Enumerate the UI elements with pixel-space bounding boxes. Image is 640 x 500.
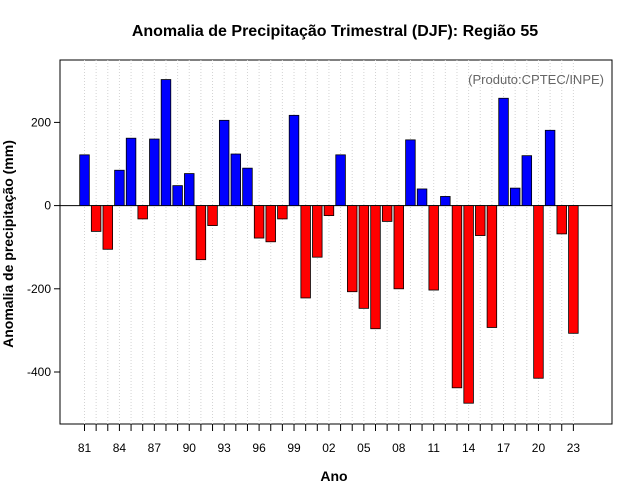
x-tick-label: 20 <box>532 441 546 455</box>
x-tick-label: 23 <box>567 441 581 455</box>
x-tick-label: 05 <box>357 441 371 455</box>
bar-1999 <box>288 114 300 206</box>
bar-1991 <box>195 205 207 261</box>
plot-area <box>59 59 613 425</box>
bar-2008 <box>393 205 404 290</box>
chart-title: Anomalia de Precipitação Trimestral (DJF… <box>132 23 538 40</box>
x-tick-label: 81 <box>78 441 92 455</box>
bar-2017 <box>498 97 509 206</box>
bar-2016 <box>486 205 498 328</box>
bar-1996 <box>253 205 265 239</box>
x-tick-label: 17 <box>497 441 511 455</box>
bar-2020 <box>533 205 544 379</box>
bar-1994 <box>230 153 242 207</box>
x-tick-label: 90 <box>183 441 197 455</box>
x-tick-label: 14 <box>462 441 476 455</box>
x-tick-label: 08 <box>392 441 406 455</box>
bar-2019 <box>521 155 533 206</box>
bar-1982 <box>90 205 102 232</box>
x-tick-label: 11 <box>427 441 440 455</box>
bar-2022 <box>556 205 567 235</box>
bar-2007 <box>381 205 393 222</box>
y-axis: -400 -200 0 200 <box>27 115 60 379</box>
bar-2012 <box>440 196 451 206</box>
bar-2002 <box>323 205 335 216</box>
bar-2005 <box>358 205 370 309</box>
bar-2023 <box>568 205 579 334</box>
bar-2006 <box>370 205 381 330</box>
y-tick-label: -400 <box>27 365 51 379</box>
bar-1988 <box>160 79 172 207</box>
y-tick-label: 0 <box>44 199 51 213</box>
bar-2004 <box>347 205 358 293</box>
bar-2013 <box>451 205 463 389</box>
bar-2009 <box>405 139 416 206</box>
y-tick-label: -200 <box>27 282 51 296</box>
x-tick-label: 87 <box>148 441 162 455</box>
bar-2001 <box>312 205 323 258</box>
bar-1997 <box>265 205 276 243</box>
bar-1986 <box>137 205 148 220</box>
bar-1981 <box>79 154 90 207</box>
bar-1990 <box>184 173 195 207</box>
bar-2014 <box>463 205 474 404</box>
x-tick-label: 96 <box>252 441 266 455</box>
x-tick-label: 84 <box>113 441 127 455</box>
bar-2015 <box>475 205 486 236</box>
y-axis-label: Anomalia de precipitação (mm) <box>0 140 16 348</box>
x-axis: 81 84 87 90 93 96 99 02 05 08 11 14 17 20 23 <box>78 424 581 455</box>
bar-2011 <box>428 205 439 291</box>
bar-2021 <box>544 129 556 207</box>
bar-1984 <box>114 169 125 207</box>
bars <box>79 79 579 404</box>
bar-2018 <box>509 187 521 207</box>
x-tick-label: 99 <box>287 441 301 455</box>
x-axis-label: Ano <box>320 468 347 484</box>
bar-1989 <box>172 185 183 207</box>
bar-1992 <box>207 205 218 226</box>
bar-1985 <box>125 137 137 207</box>
x-tick-label: 02 <box>322 441 336 455</box>
bar-1987 <box>149 138 160 206</box>
bar-2000 <box>300 205 311 299</box>
y-tick-label: 200 <box>31 115 51 129</box>
credit-text: (Produto:CPTEC/INPE) <box>468 72 604 87</box>
bar-2003 <box>335 154 346 207</box>
bar-2010 <box>416 188 428 207</box>
bar-1995 <box>242 167 253 207</box>
bar-1983 <box>102 205 113 250</box>
bar-1998 <box>277 205 288 220</box>
bar-1993 <box>218 119 230 206</box>
x-tick-label: 93 <box>218 441 232 455</box>
